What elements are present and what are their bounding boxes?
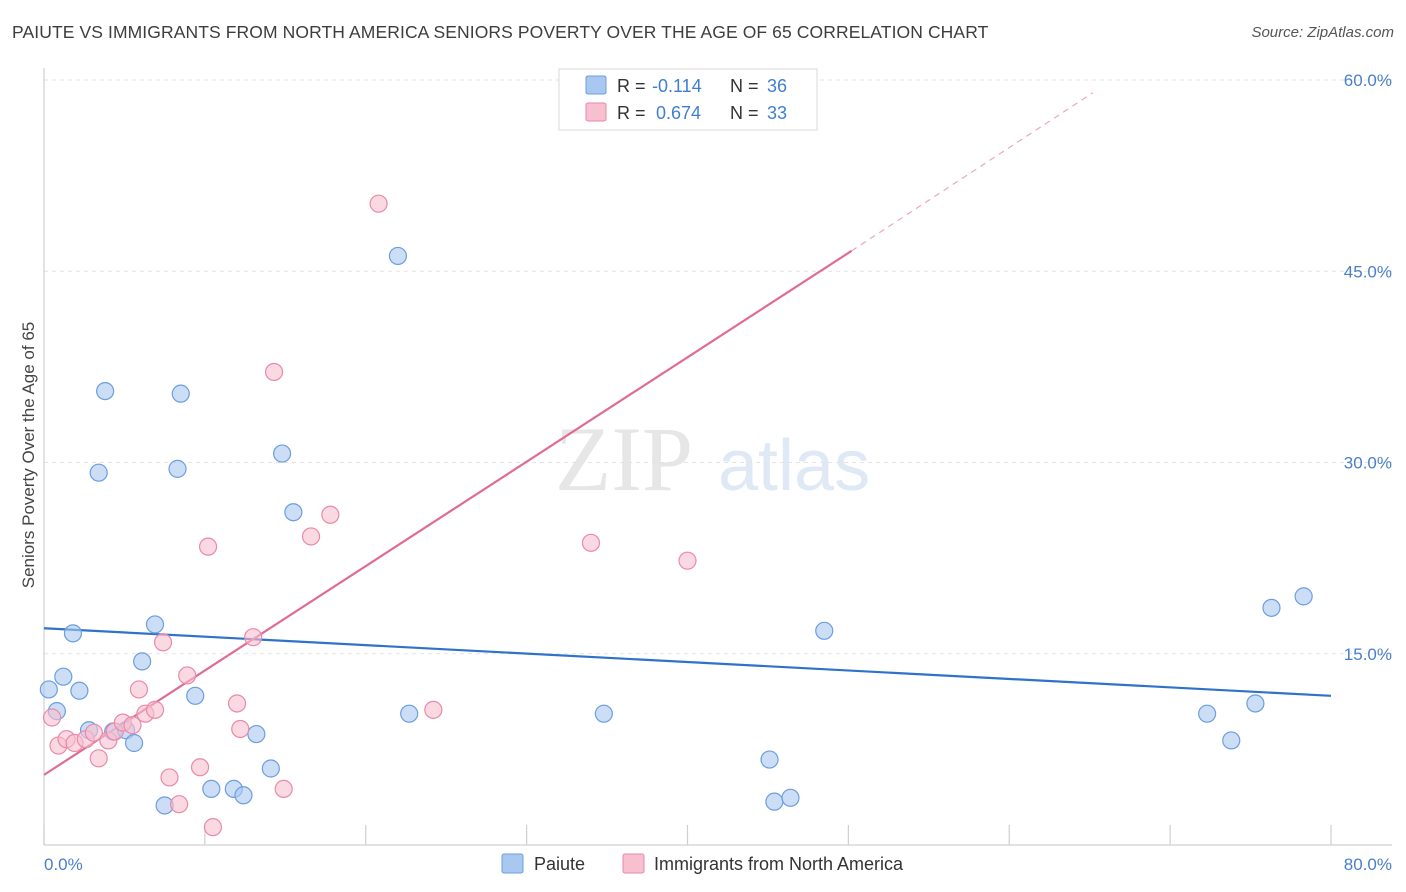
point-paiute-35 [1294,587,1313,606]
point-paiute-22 [272,444,292,463]
bottom-legend-label-immigrants: Immigrants from North America [654,854,904,874]
source-credit: Source: ZipAtlas.com [1251,24,1394,41]
point-paiute-24 [388,246,408,266]
point-paiute-31 [1198,704,1217,723]
point-paiute-16 [186,686,205,705]
point-paiute-15 [171,384,190,403]
legend-r-value-paiute: -0.114 [652,76,702,96]
y-tick-label-15: 15.0% [1344,645,1392,664]
point-immigrants-18 [190,758,210,777]
point-immigrants-10 [123,716,142,735]
point-immigrants-22 [231,719,250,739]
point-immigrants-16 [170,795,189,814]
bottom-legend: Paiute Immigrants from North America [501,853,904,874]
point-paiute-23 [284,503,303,522]
bottom-legend-swatch-immigrants [622,853,645,874]
point-paiute-2 [54,667,73,686]
gridlines [44,79,1392,655]
point-paiute-4 [70,681,89,700]
point-paiute-11 [133,652,152,671]
trend-line-immigrants [43,249,853,776]
point-immigrants-21 [227,694,247,713]
point-paiute-28 [765,792,784,811]
point-paiute-12 [145,615,165,634]
point-immigrants-27 [321,505,340,524]
point-immigrants-30 [581,533,601,552]
trend-line-paiute [43,627,1332,697]
watermark-atlas: atlas [718,426,870,506]
watermark: ZIP atlas [555,408,870,510]
point-immigrants-6 [89,749,108,768]
y-tick-label-30: 30.0% [1344,454,1392,473]
bottom-legend-swatch-paiute [501,853,524,874]
point-immigrants-31 [678,551,697,570]
point-paiute-27 [760,750,779,769]
point-immigrants-15 [160,768,179,787]
bottom-legend-label-paiute: Paiute [534,854,585,874]
y-tick-label-60: 60.0% [1344,71,1392,90]
point-immigrants-19 [198,537,218,556]
legend-n-label-paiute: N = [730,76,759,96]
legend-box: R = -0.114 N = 36 R = 0.674 N = 33 [558,68,818,131]
point-paiute-10 [124,733,144,753]
y-tick-label-45: 45.0% [1344,262,1392,281]
y-axis-label: Seniors Poverty Over the Age of 65 [19,322,38,588]
x-tick-label-min: 0.0% [44,855,83,874]
point-immigrants-20 [203,818,223,837]
point-immigrants-28 [369,194,388,213]
point-immigrants-11 [129,680,149,699]
data-points [39,79,1313,837]
legend-n-label-immigrants: N = [730,103,759,123]
x-tick-label-max: 80.0% [1344,855,1392,874]
chart-title: PAIUTE VS IMMIGRANTS FROM NORTH AMERICA … [12,22,989,42]
trend-extension-immigrants [851,92,1094,252]
legend-r-label-immigrants: R = [617,103,646,123]
point-paiute-29 [781,788,800,807]
legend-r-value-immigrants: 0.674 [656,103,701,123]
point-paiute-30 [815,621,834,640]
point-immigrants-17 [178,666,197,685]
legend-swatch-paiute [585,75,607,95]
point-immigrants-24 [264,362,284,382]
point-paiute-25 [400,704,419,723]
point-paiute-14 [168,459,187,478]
point-paiute-21 [261,759,280,778]
legend-n-value-paiute: 36 [767,76,787,96]
point-paiute-34 [1262,598,1281,617]
point-paiute-0 [39,680,58,699]
point-paiute-7 [96,382,115,401]
point-paiute-26 [594,704,613,723]
legend-swatch-immigrants [585,102,607,122]
point-paiute-20 [247,724,266,744]
point-immigrants-5 [84,723,103,742]
point-immigrants-25 [274,779,293,799]
legend-r-label-paiute: R = [617,76,646,96]
point-immigrants-29 [424,700,443,719]
point-immigrants-0 [42,708,62,727]
watermark-zip: ZIP [555,408,693,510]
point-paiute-19 [234,786,253,805]
point-paiute-17 [202,779,221,799]
x-axis-ticks [43,825,1332,845]
point-immigrants-14 [153,633,173,652]
point-immigrants-23 [244,628,263,647]
point-paiute-3 [63,624,83,643]
point-immigrants-13 [145,700,165,719]
point-paiute-6 [89,463,108,482]
point-immigrants-26 [301,527,321,546]
y-axis-tick-labels: 15.0% 30.0% 45.0% 60.0% [1344,71,1392,664]
point-paiute-33 [1246,694,1265,713]
legend-n-value-immigrants: 33 [767,103,787,123]
point-paiute-32 [1222,731,1241,750]
